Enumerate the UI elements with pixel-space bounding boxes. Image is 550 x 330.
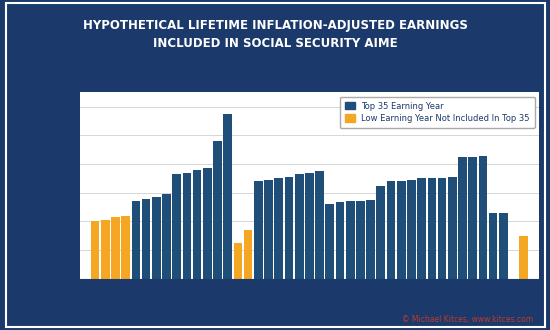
Bar xyxy=(387,181,395,279)
Bar xyxy=(458,157,467,279)
Bar xyxy=(183,173,191,279)
Bar xyxy=(417,179,426,279)
Bar xyxy=(234,243,242,279)
Bar xyxy=(274,179,283,279)
Bar xyxy=(478,155,487,279)
Bar xyxy=(101,220,109,279)
Bar xyxy=(336,202,344,279)
Bar xyxy=(305,173,313,279)
Bar xyxy=(356,201,365,279)
Bar xyxy=(315,171,324,279)
Bar xyxy=(397,181,405,279)
Bar xyxy=(131,201,140,279)
Bar xyxy=(193,170,201,279)
X-axis label: Age: Age xyxy=(296,297,322,310)
Bar xyxy=(142,199,150,279)
Bar xyxy=(152,197,161,279)
Legend: Top 35 Earning Year, Low Earning Year Not Included In Top 35: Top 35 Earning Year, Low Earning Year No… xyxy=(340,97,535,128)
Bar xyxy=(499,213,508,279)
Bar xyxy=(213,141,222,279)
Bar xyxy=(377,186,385,279)
Bar xyxy=(172,174,181,279)
Bar xyxy=(366,200,375,279)
Bar xyxy=(295,174,304,279)
Bar xyxy=(244,230,252,279)
Bar xyxy=(489,213,497,279)
Bar xyxy=(519,236,528,279)
Bar xyxy=(326,204,334,279)
Bar xyxy=(407,180,416,279)
Bar xyxy=(111,217,120,279)
Bar xyxy=(162,194,171,279)
Text: © Michael Kitces,: © Michael Kitces, xyxy=(464,315,534,324)
Bar xyxy=(438,179,447,279)
Bar xyxy=(469,157,477,279)
Bar xyxy=(223,114,232,279)
Bar xyxy=(254,181,263,279)
Bar xyxy=(122,216,130,279)
Text: © Michael Kitces, www.kitces.com: © Michael Kitces, www.kitces.com xyxy=(403,315,534,324)
Bar xyxy=(91,221,100,279)
Bar xyxy=(346,201,355,279)
Bar xyxy=(448,177,456,279)
Y-axis label: Inflation-Adjusted Earnings: Inflation-Adjusted Earnings xyxy=(18,120,28,251)
Bar xyxy=(264,180,273,279)
Text: HYPOTHETICAL LIFETIME INFLATION-ADJUSTED EARNINGS
INCLUDED IN SOCIAL SECURITY AI: HYPOTHETICAL LIFETIME INFLATION-ADJUSTED… xyxy=(82,19,468,50)
Bar xyxy=(285,177,293,279)
Bar xyxy=(203,168,212,279)
Bar xyxy=(427,179,436,279)
